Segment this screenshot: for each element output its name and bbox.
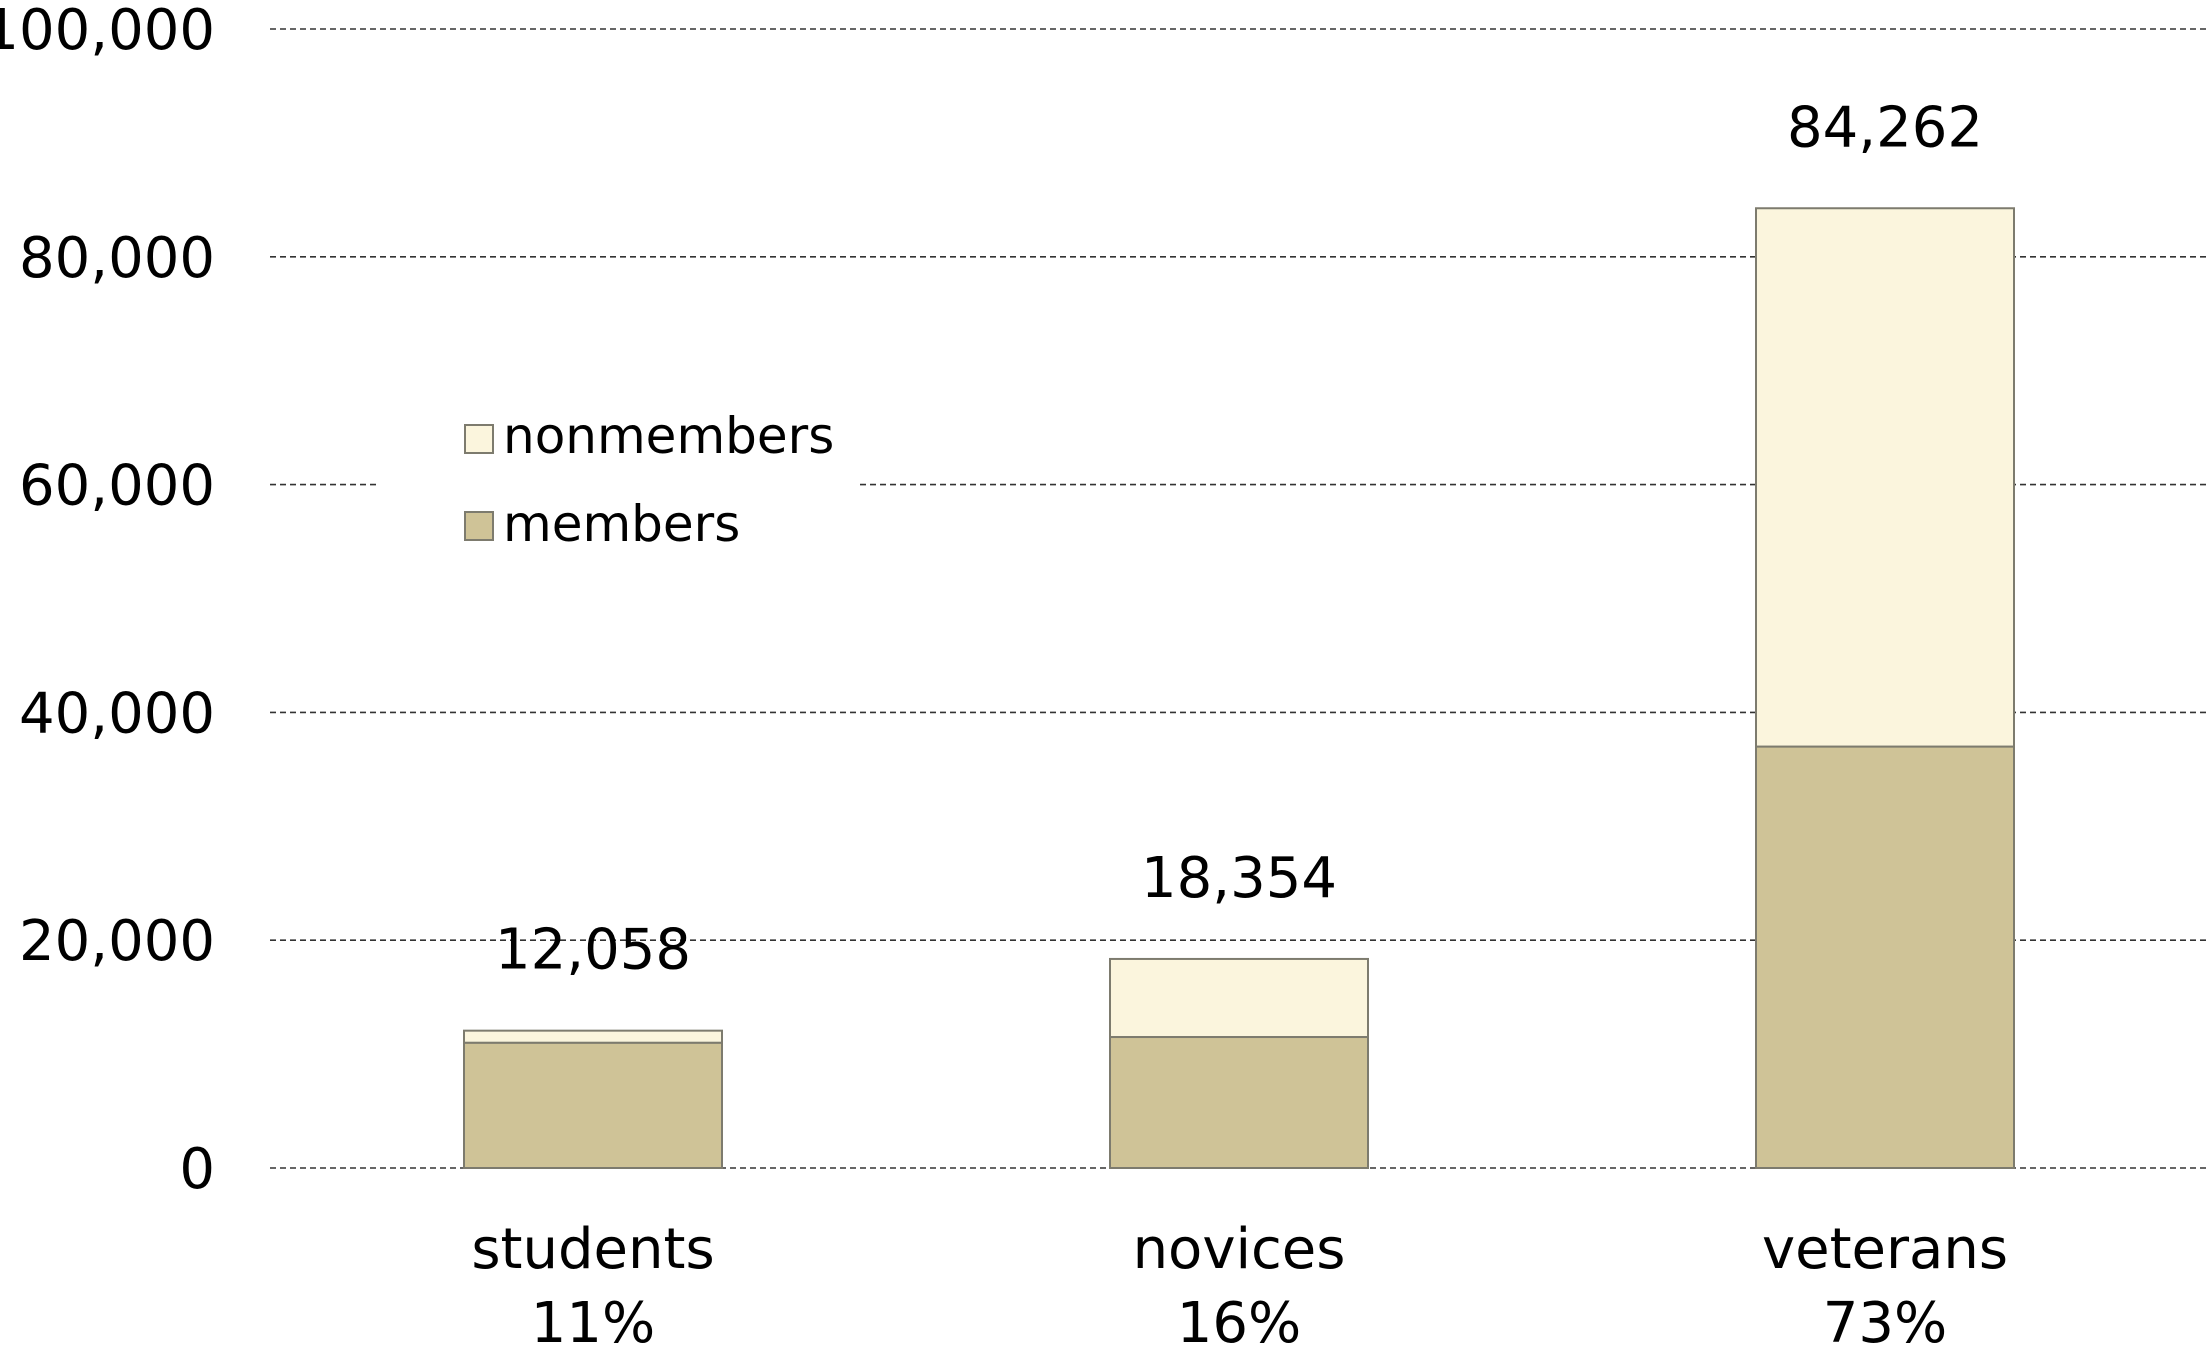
bar-nonmembers-novices [1109,957,1369,1039]
bar-nonmembers-students [463,1029,723,1044]
labels: 0 20,000 40,000 60,000 80,000 100,000 12,058 st… [0,0,2008,1356]
category-share-label: 73% [1823,1291,1947,1356]
legend-background [380,400,860,550]
total-label: 18,354 [1141,846,1337,911]
legend-swatch-members [464,511,494,541]
category-label: students [471,1217,714,1282]
y-tick-label: 0 [179,1137,215,1202]
bar-members-novices [1109,1036,1369,1170]
legend-label-members: members [503,495,740,553]
legend-swatch-nonmembers [464,424,494,454]
y-tick-label: 60,000 [19,454,215,519]
bar-members-veterans [1755,745,2015,1169]
bar-nonmembers-veterans [1755,207,2015,748]
total-label: 12,058 [495,918,691,983]
bar-members-students [463,1041,723,1169]
legend: nonmembers members [380,400,860,553]
category-share-label: 16% [1177,1291,1301,1356]
total-label: 84,262 [1787,95,1983,160]
category-label: novices [1133,1217,1346,1282]
bars [463,207,2015,1170]
legend-label-nonmembers: nonmembers [503,407,834,465]
y-tick-label: 80,000 [19,226,215,291]
y-tick-label: 100,000 [0,0,215,63]
y-tick-label: 20,000 [19,909,215,974]
y-tick-label: 40,000 [19,681,215,746]
category-label: veterans [1762,1217,2008,1282]
category-share-label: 11% [531,1291,655,1356]
